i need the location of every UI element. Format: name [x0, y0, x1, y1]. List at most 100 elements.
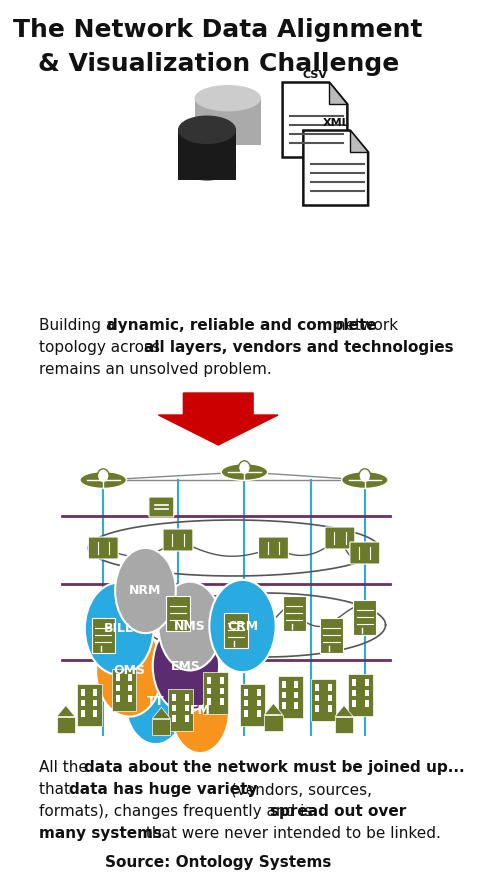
FancyBboxPatch shape: [259, 537, 288, 559]
Text: formats), changes frequently and is: formats), changes frequently and is: [39, 804, 318, 819]
Polygon shape: [152, 708, 170, 718]
Bar: [315, 705, 319, 712]
Ellipse shape: [96, 624, 163, 717]
Bar: [353, 700, 356, 707]
Bar: [257, 710, 261, 717]
Bar: [244, 710, 248, 717]
Bar: [178, 130, 236, 180]
Ellipse shape: [341, 472, 388, 488]
Bar: [116, 685, 120, 691]
Bar: [112, 669, 136, 711]
Bar: [128, 674, 132, 681]
Text: Source: Ontology Systems: Source: Ontology Systems: [105, 855, 332, 870]
Bar: [128, 685, 132, 691]
FancyBboxPatch shape: [149, 497, 174, 517]
Bar: [128, 695, 132, 702]
Text: All the: All the: [39, 760, 93, 775]
Polygon shape: [335, 705, 353, 717]
Text: XML: XML: [322, 117, 349, 128]
Ellipse shape: [178, 152, 236, 180]
Circle shape: [97, 469, 109, 483]
Bar: [294, 692, 299, 698]
FancyBboxPatch shape: [320, 617, 343, 653]
Bar: [353, 679, 356, 686]
Text: (vendors, sources,: (vendors, sources,: [225, 782, 372, 797]
Bar: [240, 684, 265, 726]
Text: Building a: Building a: [39, 318, 120, 333]
Text: The Network Data Alignment: The Network Data Alignment: [14, 18, 423, 42]
Bar: [172, 715, 176, 722]
Bar: [257, 689, 261, 696]
Text: dynamic, reliable and complete: dynamic, reliable and complete: [107, 318, 376, 333]
FancyBboxPatch shape: [282, 596, 306, 630]
Bar: [152, 718, 170, 735]
Text: topology across: topology across: [39, 340, 165, 355]
Bar: [365, 679, 369, 686]
Bar: [365, 690, 369, 696]
Text: EMS: EMS: [171, 660, 201, 672]
Circle shape: [239, 461, 250, 475]
Polygon shape: [56, 705, 75, 717]
Bar: [76, 684, 102, 726]
Ellipse shape: [158, 582, 222, 670]
Bar: [203, 672, 228, 714]
Bar: [185, 694, 188, 701]
Text: NRM: NRM: [129, 584, 162, 597]
Text: data about the network must be joined up...: data about the network must be joined up…: [84, 760, 465, 775]
Ellipse shape: [209, 580, 276, 672]
Text: data has huge variety: data has huge variety: [69, 782, 258, 797]
Circle shape: [359, 469, 371, 483]
Bar: [311, 679, 336, 721]
Text: spread out over: spread out over: [270, 804, 407, 819]
Bar: [195, 99, 261, 145]
Bar: [328, 694, 332, 702]
Bar: [116, 695, 120, 702]
Bar: [244, 689, 248, 696]
Bar: [282, 681, 286, 688]
Bar: [353, 690, 356, 696]
Bar: [207, 677, 211, 684]
Bar: [94, 700, 97, 706]
Polygon shape: [158, 393, 278, 445]
Bar: [207, 698, 211, 705]
FancyBboxPatch shape: [92, 617, 115, 653]
Bar: [94, 710, 97, 717]
Bar: [172, 694, 176, 701]
Bar: [315, 694, 319, 702]
Polygon shape: [350, 131, 368, 153]
Bar: [172, 704, 176, 711]
Bar: [264, 715, 282, 732]
Bar: [94, 689, 97, 696]
Bar: [294, 681, 299, 688]
FancyBboxPatch shape: [325, 527, 355, 549]
Bar: [220, 677, 224, 684]
Text: many systems: many systems: [39, 826, 162, 841]
Bar: [116, 674, 120, 681]
Bar: [244, 700, 248, 706]
Bar: [328, 705, 332, 712]
Bar: [56, 717, 75, 733]
Ellipse shape: [195, 85, 261, 111]
Ellipse shape: [195, 119, 261, 145]
Text: network: network: [331, 318, 398, 333]
Polygon shape: [329, 83, 347, 105]
Text: CRM: CRM: [227, 620, 258, 632]
FancyBboxPatch shape: [225, 613, 248, 647]
Bar: [220, 687, 224, 694]
Text: BILL: BILL: [104, 622, 134, 635]
Bar: [185, 704, 188, 711]
Bar: [278, 676, 302, 718]
Bar: [365, 700, 369, 707]
Bar: [348, 674, 373, 716]
Bar: [257, 700, 261, 706]
Text: OMS: OMS: [113, 664, 145, 677]
Text: NMS: NMS: [174, 620, 206, 632]
Bar: [81, 700, 85, 706]
Ellipse shape: [221, 464, 268, 480]
Ellipse shape: [80, 472, 127, 488]
FancyBboxPatch shape: [88, 537, 118, 559]
FancyBboxPatch shape: [353, 599, 376, 635]
Bar: [328, 684, 332, 691]
Bar: [220, 698, 224, 705]
Text: all layers, vendors and technologies: all layers, vendors and technologies: [144, 340, 453, 355]
